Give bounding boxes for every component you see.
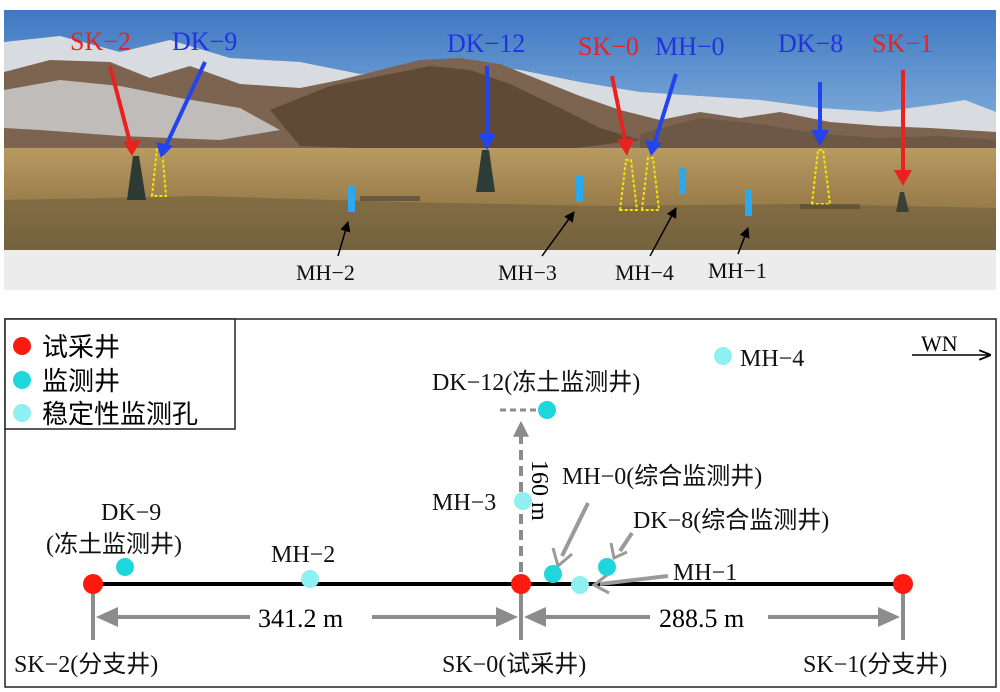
map-label-mh0: MH−0(综合监测井): [562, 463, 762, 490]
map-label-mh3: MH−3: [432, 490, 496, 516]
map-label-dk8: DK−8(综合监测井): [633, 507, 829, 534]
map-points: [83, 347, 913, 594]
photo-structures: [127, 147, 909, 216]
pointer-arrows: [551, 502, 669, 595]
distance-left-label: 341.2 m: [258, 604, 343, 633]
point-mh0: [544, 565, 562, 583]
photo-label-mh4: MH−4: [615, 260, 674, 285]
sk0-marker: [618, 159, 639, 211]
distance-right-label: 288.5 m: [659, 604, 744, 633]
legend-trial-well-icon: [13, 337, 31, 355]
dk12-rig: [476, 150, 495, 192]
point-sk1: [893, 574, 913, 594]
legend-box: [4, 318, 236, 430]
legend-stability-hole-label: 稳定性监测孔: [42, 400, 198, 429]
compass: WN: [912, 331, 990, 356]
point-mh3: [514, 492, 532, 510]
point-dk8: [598, 558, 616, 576]
sk0-arrow: [610, 75, 628, 146]
sk2-rig: [127, 156, 146, 200]
mh4-post: [679, 168, 686, 194]
dk9-marker: [150, 147, 168, 197]
mh1-post: [745, 190, 752, 216]
legend-stability-hole-icon: [13, 404, 31, 422]
photo-label-sk1: SK−1: [872, 29, 933, 58]
map-frame: [4, 318, 997, 688]
dk9-arrow: [162, 61, 207, 151]
photo-label-mh3: MH−3: [498, 260, 557, 285]
point-sk2: [83, 574, 103, 594]
mh2-post: [348, 186, 355, 212]
photo-label-mh2: MH−2: [296, 260, 355, 285]
point-mh1: [571, 576, 589, 594]
map-label-dk9-line1: DK−9: [101, 500, 161, 526]
point-dk12: [538, 401, 556, 419]
photo-label-dk12: DK−12: [447, 29, 525, 58]
compass-label: WN: [921, 331, 958, 356]
legend: 试采井 监测井 稳定性监测孔: [4, 318, 236, 430]
landscape-photo-panel: SK−2 DK−9 DK−12 SK−0 MH−0 DK−8 SK−1 MH−2…: [4, 10, 996, 290]
point-dk9: [116, 558, 134, 576]
legend-monitor-well-icon: [13, 371, 31, 389]
sk2-arrow: [108, 65, 134, 151]
photo-label-mh0: MH−0: [655, 32, 725, 61]
dk12-offset: 160 m: [500, 408, 552, 572]
mh0-arrow: [652, 73, 678, 146]
map-label-dk9-line2: (冻土监测井): [46, 531, 182, 558]
photo-black-arrows: [337, 207, 750, 257]
map-label-dk12: DK−12(冻土监测井): [432, 369, 640, 396]
dk8-marker: [810, 149, 832, 205]
photo-arrows: [108, 61, 912, 186]
map-label-sk1: SK−1(分支井): [803, 651, 947, 678]
mh0-marker: [640, 157, 661, 211]
photo-label-dk8: DK−8: [778, 29, 843, 58]
photo-label-sk0: SK−0: [578, 32, 639, 61]
mh3-post: [576, 176, 583, 202]
map-label-mh1: MH−1: [673, 560, 737, 586]
photo-label-mh1: MH−1: [708, 258, 767, 283]
photo-label-dk9: DK−9: [172, 27, 237, 56]
mh1-pointer: [599, 574, 669, 586]
distance-dimensions: [91, 590, 905, 640]
map-label-sk2: SK−2(分支井): [14, 651, 158, 678]
map-label-mh4: MH−4: [740, 346, 804, 372]
sk1-rig: [896, 192, 909, 212]
legend-monitor-well-label: 监测井: [42, 367, 120, 396]
mh0-pointer: [560, 502, 590, 557]
photo-label-sk2: SK−2: [70, 27, 131, 56]
distance-160-label: 160 m: [526, 460, 552, 521]
map-label-mh2: MH−2: [271, 542, 335, 568]
point-mh4: [714, 347, 732, 365]
point-sk0: [511, 574, 531, 594]
legend-trial-well-label: 试采井: [42, 333, 120, 362]
map-label-sk0: SK−0(试采井): [442, 651, 586, 678]
dk8-pointer: [618, 531, 634, 553]
point-mh2: [301, 570, 319, 588]
